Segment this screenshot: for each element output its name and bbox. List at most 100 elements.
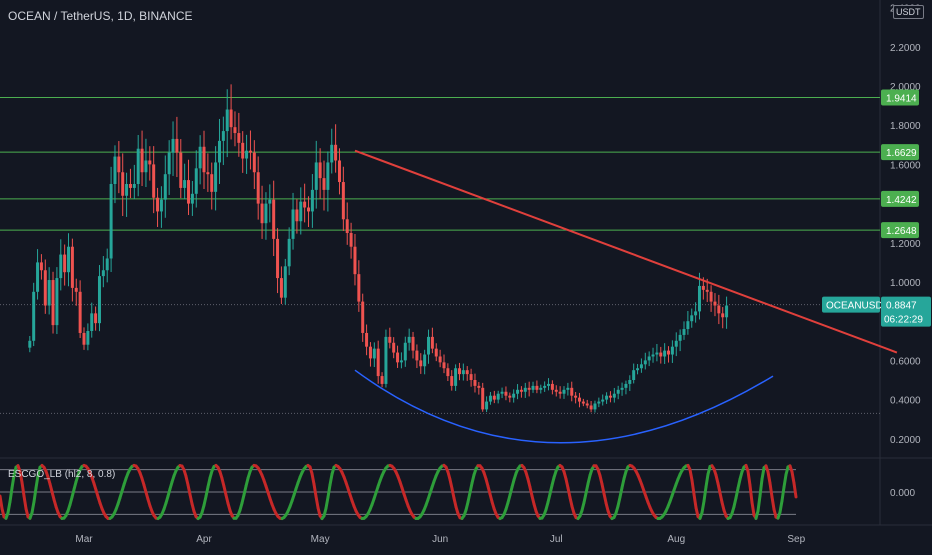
candle	[261, 186, 264, 239]
price-axis-tick-label: 2.2000	[890, 43, 921, 54]
candle-body	[187, 180, 190, 204]
candle	[636, 364, 639, 374]
candle	[640, 358, 643, 372]
candle	[121, 153, 124, 216]
candle-body	[48, 280, 51, 305]
candle	[44, 260, 47, 314]
price-axis-tick-label: 0.2000	[890, 435, 921, 446]
candle	[462, 364, 465, 381]
candle	[427, 330, 430, 364]
oscillator-segment	[328, 485, 330, 497]
candle-body	[338, 160, 341, 182]
candle	[237, 113, 240, 157]
level-price-label: 1.9414	[886, 93, 917, 104]
symbol-label: OCEANUSDT	[826, 301, 889, 312]
candle-body	[44, 270, 47, 305]
candle	[59, 239, 62, 290]
candle	[346, 202, 349, 244]
candle-body	[233, 127, 236, 133]
oscillator-segment	[748, 471, 750, 485]
candle-body	[63, 255, 66, 273]
oscillator-pane	[0, 465, 796, 518]
candle	[454, 364, 457, 391]
candle	[481, 383, 484, 412]
candle	[485, 396, 488, 412]
candle-body	[655, 353, 658, 355]
candle	[551, 380, 554, 394]
trendline	[355, 151, 897, 353]
oscillator-segment	[760, 479, 762, 496]
oscillator-title: ESCGO_LB (hl2, 8, 0.8)	[8, 469, 115, 480]
candle	[690, 309, 693, 328]
candle-body	[168, 153, 171, 175]
candle-body	[183, 180, 186, 188]
candle-body	[508, 396, 511, 398]
rounding-bottom-arc	[355, 370, 773, 443]
candle-body	[609, 396, 612, 398]
oscillator-segment	[758, 496, 760, 511]
candle	[144, 139, 147, 187]
candle	[659, 347, 662, 364]
candle-body	[713, 302, 716, 306]
candle-body	[470, 374, 473, 380]
chart-title: OCEAN / TetherUS, 1D, BINANCE	[8, 9, 193, 23]
grid	[0, 0, 932, 525]
candle	[566, 383, 569, 396]
candle-body	[524, 388, 527, 392]
candle-body	[237, 133, 240, 143]
candle-body	[404, 343, 407, 361]
candle-body	[334, 145, 337, 161]
currency-badge[interactable]: USDT	[893, 5, 924, 19]
candle-body	[315, 162, 318, 189]
candle	[652, 348, 655, 363]
oscillator-segment	[8, 502, 10, 513]
oscillator-axis-tick-label: 0.000	[890, 488, 915, 499]
candle	[284, 259, 287, 305]
candle-body	[160, 200, 163, 212]
candle	[148, 146, 151, 180]
level-price-label: 1.4242	[886, 195, 917, 206]
candle-body	[632, 370, 635, 380]
candle-body	[454, 368, 457, 386]
candle-body	[644, 360, 647, 364]
candle-body	[377, 349, 380, 376]
candle-body	[191, 194, 194, 204]
current-price-label: 0.8847	[886, 301, 917, 312]
candle	[597, 398, 600, 408]
price-axis-tick-label: 1.8000	[890, 121, 921, 132]
candle-body	[230, 110, 233, 128]
candle-body	[156, 198, 159, 212]
candle	[605, 392, 608, 404]
candle-body	[396, 353, 399, 363]
candle-body	[110, 184, 113, 258]
candle-body	[559, 392, 562, 394]
candle-body	[477, 386, 480, 388]
candle	[52, 272, 55, 334]
candle	[392, 337, 395, 358]
candle-body	[28, 341, 31, 348]
candle	[319, 148, 322, 198]
candle	[156, 188, 159, 227]
candle	[501, 388, 504, 398]
candle	[152, 146, 155, 213]
candle-body	[79, 292, 82, 333]
candle	[419, 353, 422, 374]
candle	[253, 140, 256, 189]
candle	[172, 121, 175, 176]
time-axis-tick-label: Apr	[196, 534, 212, 545]
candle	[361, 294, 364, 342]
candle	[381, 372, 384, 387]
candle	[516, 384, 519, 399]
candle-body	[582, 402, 585, 404]
candle	[40, 254, 43, 279]
candle-body	[241, 143, 244, 159]
candle	[563, 386, 566, 399]
candle	[183, 164, 186, 199]
oscillator-segment	[768, 472, 770, 483]
candle-body	[292, 209, 295, 238]
candle-body	[725, 306, 728, 318]
candle-body	[466, 370, 469, 374]
